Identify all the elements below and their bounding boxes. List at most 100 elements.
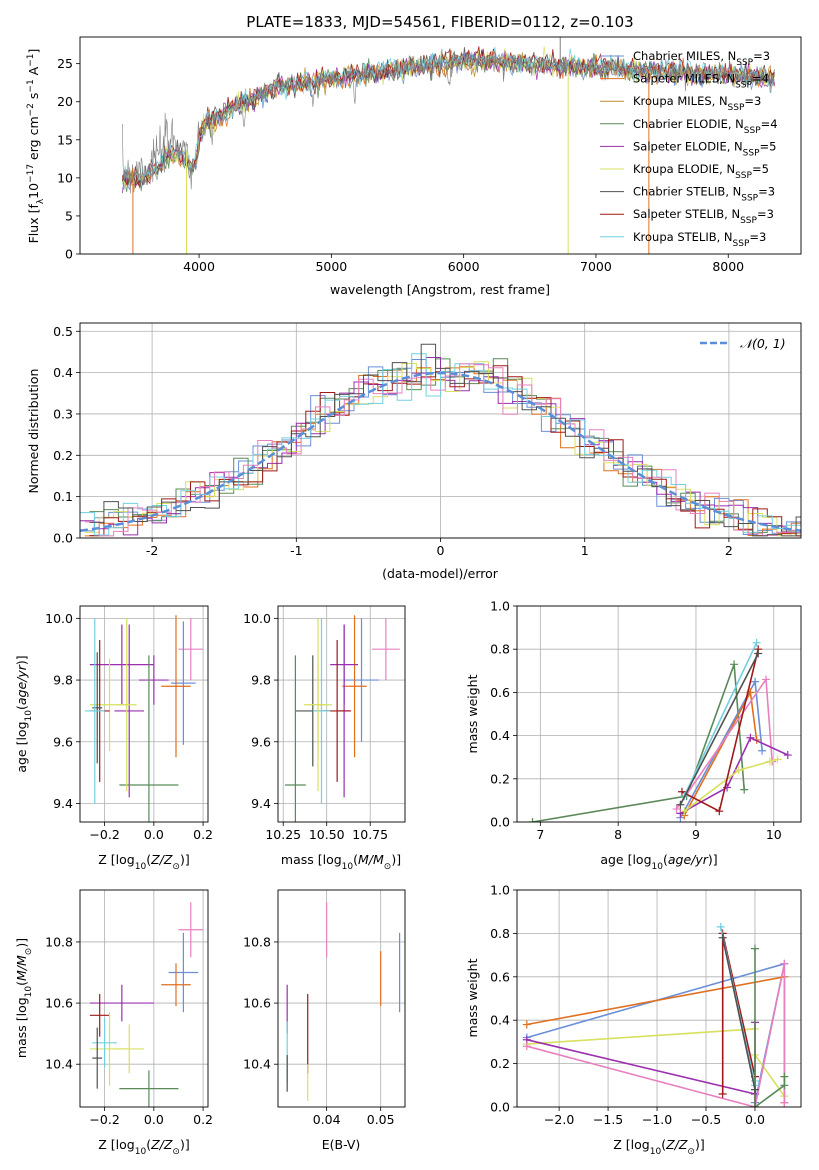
y-tick-label: 0.0 bbox=[490, 1100, 510, 1115]
y-axis-label: mass weight bbox=[465, 674, 480, 753]
y-tick-label: 0.4 bbox=[490, 1013, 510, 1028]
x-axis-label: Z [log10(Z/Z⊙)] bbox=[613, 1137, 704, 1157]
axes-frame bbox=[79, 36, 802, 255]
axes-frame bbox=[516, 889, 802, 1108]
y-tick-label: 10 bbox=[57, 170, 73, 185]
plot-area bbox=[522, 922, 789, 1107]
x-tick-label: 10.50 bbox=[309, 827, 345, 842]
plus-marker bbox=[758, 746, 767, 755]
y-tick-label: 0.0 bbox=[53, 531, 73, 546]
y-tick-label: 9.8 bbox=[251, 673, 271, 688]
x-tick-label: 4000 bbox=[183, 259, 215, 274]
y-tick-label: 0.2 bbox=[490, 1056, 510, 1071]
y-tick-label: 15 bbox=[57, 132, 73, 147]
plus-marker bbox=[754, 649, 763, 658]
x-tick-label: −1.0 bbox=[642, 1112, 672, 1127]
residual-histogram-step bbox=[84, 363, 801, 537]
mass-weight-line bbox=[683, 689, 758, 816]
plus-marker bbox=[676, 809, 685, 818]
residual-histogram-step bbox=[80, 357, 801, 537]
x-axis-label: E(B-V) bbox=[322, 1137, 361, 1152]
gaussian-reference-curve bbox=[80, 371, 801, 533]
x-tick-label: 8000 bbox=[712, 259, 744, 274]
x-tick-label: −0.2 bbox=[89, 1112, 119, 1127]
legend-label: Kroupa STELIB, NSSP=3 bbox=[633, 230, 766, 249]
plus-marker bbox=[750, 1085, 759, 1094]
mass-weight-line bbox=[754, 948, 786, 1107]
y-tick-label: 1.0 bbox=[490, 883, 510, 898]
legend-label: Chabrier STELIB, NSSP=3 bbox=[633, 185, 775, 204]
plus-marker bbox=[730, 660, 739, 669]
chart-residuals: -2 -1 0 1 2 0.0 0.1 0.2 0.3 0.4 0.5 bbox=[53, 322, 802, 558]
chart-age_vs_Z: −0.2 0.0 0.2 9.4 9.6 9.8 10.0 bbox=[45, 605, 213, 842]
legend-label: Salpeter MILES, NSSP=4 bbox=[633, 72, 769, 91]
y-tick-label: 0.0 bbox=[490, 815, 510, 830]
plus-marker bbox=[734, 766, 743, 775]
y-tick-label: 0.2 bbox=[490, 771, 510, 786]
plus-marker bbox=[528, 818, 537, 822]
plus-marker bbox=[761, 675, 770, 684]
chart-title: PLATE=1833, MJD=54561, FIBERID=0112, z=0… bbox=[246, 13, 633, 31]
chart-age_vs_mass: 10.25 10.50 10.75 9.4 9.6 9.8 10.0 bbox=[243, 605, 406, 842]
plus-marker bbox=[783, 751, 792, 760]
legend-label: Kroupa ELODIE, NSSP=5 bbox=[633, 162, 769, 181]
plus-marker bbox=[672, 805, 681, 814]
mass-weight-line bbox=[683, 642, 758, 797]
chart-massweight_vs_Z: −2.0 −1.5 −1.0 −0.5 0.0 0.0 0.2 0.4 0.6 0.8 1.0 bbox=[490, 883, 802, 1127]
x-tick-label: 0.0 bbox=[144, 827, 164, 842]
y-tick-label: 0.8 bbox=[490, 926, 510, 941]
residual-histogram-step bbox=[89, 343, 801, 537]
mass-weight-line bbox=[526, 963, 786, 1107]
x-tick-label: 10.75 bbox=[352, 827, 388, 842]
y-tick-label: 20 bbox=[57, 94, 73, 109]
observed-spectrum-line bbox=[122, 48, 775, 194]
x-tick-label: 0.04 bbox=[313, 1112, 341, 1127]
x-tick-label: 8 bbox=[614, 827, 622, 842]
x-tick-label: -2 bbox=[146, 543, 158, 558]
x-tick-label: 0.05 bbox=[367, 1112, 395, 1127]
plus-marker bbox=[773, 755, 782, 764]
x-axis-label: Z [log10(Z/Z⊙)] bbox=[98, 1137, 189, 1157]
y-tick-label: 0.8 bbox=[490, 642, 510, 657]
y-tick-label: 10.6 bbox=[45, 996, 73, 1011]
plus-marker bbox=[522, 1020, 531, 1029]
x-tick-label: -1 bbox=[290, 543, 302, 558]
y-tick-label: 10.4 bbox=[243, 1057, 271, 1072]
x-tick-label: −2.0 bbox=[544, 1112, 574, 1127]
x-axis-label: wavelength [Angstrom, rest frame] bbox=[330, 282, 550, 297]
y-tick-label: 0.4 bbox=[490, 728, 510, 743]
y-tick-label: 1.0 bbox=[490, 599, 510, 614]
y-axis-label: Normed distribution bbox=[26, 369, 41, 494]
plus-marker bbox=[718, 933, 727, 942]
plus-marker bbox=[765, 757, 774, 766]
y-tick-label: 10.4 bbox=[45, 1057, 73, 1072]
y-tick-label: 10.0 bbox=[243, 611, 271, 626]
legend-label: Kroupa MILES, NSSP=3 bbox=[633, 94, 761, 113]
x-axis-label: mass [log10(M/M⊙)] bbox=[281, 852, 401, 872]
y-tick-label: 10.0 bbox=[45, 611, 73, 626]
x-tick-label: 0.2 bbox=[193, 1112, 213, 1127]
x-tick-label: 0.0 bbox=[745, 1112, 765, 1127]
legend-label: Salpeter ELODIE, NSSP=5 bbox=[633, 139, 776, 158]
y-axis-label: age [log10(age/yr)] bbox=[14, 655, 34, 772]
plus-marker bbox=[780, 1098, 789, 1107]
y-tick-label: 9.4 bbox=[251, 796, 271, 811]
y-tick-label: 0.2 bbox=[53, 448, 73, 463]
residual-histogram-step bbox=[80, 359, 801, 535]
x-tick-label: 9 bbox=[692, 827, 700, 842]
plus-marker bbox=[680, 807, 689, 816]
y-tick-label: 10.8 bbox=[45, 934, 73, 949]
mass-weight-line bbox=[526, 1022, 756, 1096]
axes-frame bbox=[277, 889, 406, 1108]
plus-marker bbox=[752, 638, 761, 647]
x-tick-label: 1 bbox=[581, 543, 589, 558]
legend-label: Chabrier MILES, NSSP=3 bbox=[633, 49, 770, 68]
plot-area bbox=[121, 37, 775, 254]
x-axis-label: (data-model)/error bbox=[382, 566, 499, 581]
plot-area bbox=[284, 615, 400, 822]
x-tick-label: 6000 bbox=[448, 259, 480, 274]
y-tick-label: 9.6 bbox=[53, 734, 73, 749]
chart-mass_vs_ebv: 0.04 0.05 10.4 10.6 10.8 bbox=[243, 889, 406, 1127]
y-tick-label: 0.6 bbox=[490, 969, 510, 984]
